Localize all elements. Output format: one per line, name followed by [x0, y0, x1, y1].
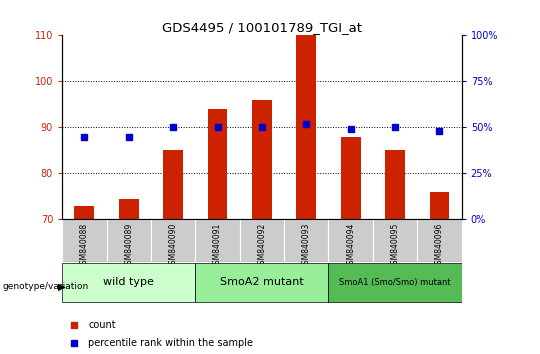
Text: GSM840092: GSM840092	[258, 223, 266, 269]
Bar	[296, 35, 316, 219]
Text: percentile rank within the sample: percentile rank within the sample	[88, 338, 253, 348]
Bar	[373, 219, 417, 262]
Text: count: count	[88, 320, 116, 330]
Bar	[62, 219, 106, 262]
Text: wild type: wild type	[103, 277, 154, 287]
Text: GSM840091: GSM840091	[213, 223, 222, 269]
Bar	[328, 263, 462, 302]
Bar	[252, 100, 272, 219]
Bar	[106, 219, 151, 262]
Bar	[151, 219, 195, 262]
Text: GSM840096: GSM840096	[435, 223, 444, 269]
Bar	[62, 263, 195, 302]
Text: SmoA1 (Smo/Smo) mutant: SmoA1 (Smo/Smo) mutant	[339, 278, 451, 287]
Bar	[284, 219, 328, 262]
Text: GSM840089: GSM840089	[124, 223, 133, 269]
Text: genotype/variation: genotype/variation	[3, 282, 89, 291]
Bar	[195, 219, 240, 262]
Bar	[75, 206, 94, 219]
Text: GSM840093: GSM840093	[302, 223, 311, 269]
Bar	[429, 192, 449, 219]
Bar	[341, 137, 361, 219]
Text: GSM840094: GSM840094	[346, 223, 355, 269]
Title: GDS4495 / 100101789_TGI_at: GDS4495 / 100101789_TGI_at	[162, 21, 362, 34]
Bar	[240, 219, 284, 262]
Text: ▶: ▶	[58, 282, 66, 292]
Bar	[328, 219, 373, 262]
Bar	[119, 199, 139, 219]
Text: GSM840095: GSM840095	[390, 223, 400, 269]
Bar	[207, 109, 227, 219]
Bar	[195, 263, 328, 302]
Bar	[163, 150, 183, 219]
Bar	[385, 150, 405, 219]
Text: SmoA2 mutant: SmoA2 mutant	[220, 277, 304, 287]
Bar	[417, 219, 462, 262]
Text: GSM840090: GSM840090	[168, 223, 178, 269]
Text: GSM840088: GSM840088	[80, 223, 89, 269]
